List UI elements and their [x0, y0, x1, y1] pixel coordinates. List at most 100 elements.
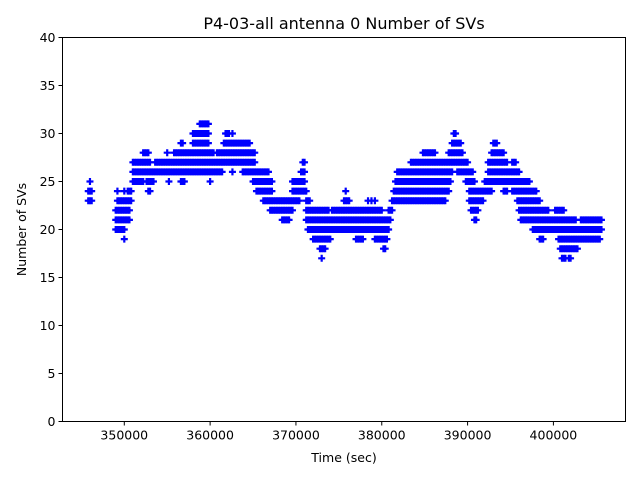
data-point: [301, 178, 309, 185]
x-axis-label: Time (sec): [310, 450, 376, 465]
x-tick-label: 360000: [186, 428, 234, 443]
data-point: [204, 120, 212, 128]
data-point: [146, 187, 154, 195]
data-point: [163, 149, 171, 157]
data-point: [218, 168, 226, 176]
data-point: [127, 187, 135, 195]
data-point: [431, 149, 439, 157]
data-point: [597, 226, 605, 233]
y-tick-label: 0: [48, 414, 56, 429]
y-axis-label: Number of SVs: [14, 183, 29, 276]
data-point: [326, 235, 334, 243]
data-point: [488, 187, 496, 195]
x-tick-label: 400000: [530, 428, 578, 443]
data-point: [289, 206, 297, 214]
data-point: [165, 178, 173, 185]
data-point: [441, 197, 449, 205]
x-tick-label: 390000: [444, 428, 492, 443]
data-point: [113, 187, 121, 195]
data-point: [464, 158, 472, 166]
data-point: [120, 226, 128, 233]
data-point: [321, 245, 329, 253]
data-point: [445, 187, 453, 195]
data-point: [179, 139, 187, 147]
data-point: [204, 130, 212, 137]
data-point: [560, 206, 568, 214]
data-point: [301, 158, 309, 166]
data-point: [251, 158, 259, 166]
data-point: [597, 216, 605, 224]
data-point: [385, 226, 393, 233]
data-point: [125, 216, 133, 224]
data-point: [479, 197, 487, 205]
y-tick-label: 25: [40, 174, 56, 189]
data-point: [457, 139, 465, 147]
data-point: [596, 235, 604, 243]
data-point: [567, 254, 575, 262]
y-tick-label: 40: [40, 30, 56, 45]
data-point: [204, 139, 212, 147]
data-point: [512, 158, 520, 166]
y-tick-label: 5: [48, 366, 56, 381]
data-point: [302, 187, 310, 195]
data-point: [345, 197, 353, 205]
data-point: [378, 206, 386, 214]
data-point: [228, 168, 236, 176]
x-axis: 350000 360000 370000 380000 390000 400000: [100, 421, 578, 443]
data-point: [371, 197, 379, 205]
data-point: [306, 197, 314, 205]
data-point: [539, 235, 547, 243]
data-point: [180, 178, 188, 185]
data-point: [268, 187, 276, 195]
data-point: [264, 168, 272, 176]
data-point: [228, 130, 236, 137]
data-point: [472, 216, 480, 224]
data-point: [474, 206, 482, 214]
y-axis: 0 5 10 15 20 25 30 35 40: [40, 30, 63, 429]
data-point: [285, 216, 293, 224]
data-point: [86, 178, 94, 185]
data-point: [144, 149, 152, 157]
data-point: [246, 139, 254, 147]
data-point: [493, 139, 501, 147]
y-tick-label: 15: [40, 270, 56, 285]
chart-title: P4-03-all antenna 0 Number of SVs: [203, 14, 484, 33]
data-point: [532, 187, 540, 195]
data-point: [446, 178, 454, 185]
data-point: [342, 187, 350, 195]
data-point: [268, 178, 276, 185]
data-point: [301, 168, 309, 176]
data-point: [88, 187, 96, 195]
data-point: [544, 206, 552, 214]
data-point: [573, 245, 581, 253]
data-point: [88, 197, 96, 205]
y-tick-label: 35: [40, 78, 56, 93]
data-point: [318, 254, 326, 262]
data-point: [359, 235, 367, 243]
y-tick-label: 30: [40, 126, 56, 141]
y-tick-label: 20: [40, 222, 56, 237]
data-point: [120, 235, 128, 243]
data-point: [525, 178, 533, 185]
data-point: [383, 235, 391, 243]
data-point: [295, 197, 303, 205]
data-point: [500, 149, 508, 157]
data-point: [536, 197, 544, 205]
y-tick-label: 10: [40, 318, 56, 333]
scatter-marks: [84, 120, 605, 262]
data-point: [251, 149, 259, 157]
data-point: [206, 178, 214, 185]
data-point: [388, 206, 396, 214]
x-tick-label: 370000: [272, 428, 320, 443]
data-point: [386, 216, 394, 224]
data-point: [452, 130, 460, 137]
x-tick-label: 350000: [100, 428, 148, 443]
data-point: [469, 168, 477, 176]
data-point: [515, 168, 523, 176]
data-point: [381, 245, 389, 253]
data-point: [458, 149, 466, 157]
data-point: [149, 178, 157, 185]
x-tick-label: 380000: [358, 428, 406, 443]
data-point: [470, 178, 478, 185]
